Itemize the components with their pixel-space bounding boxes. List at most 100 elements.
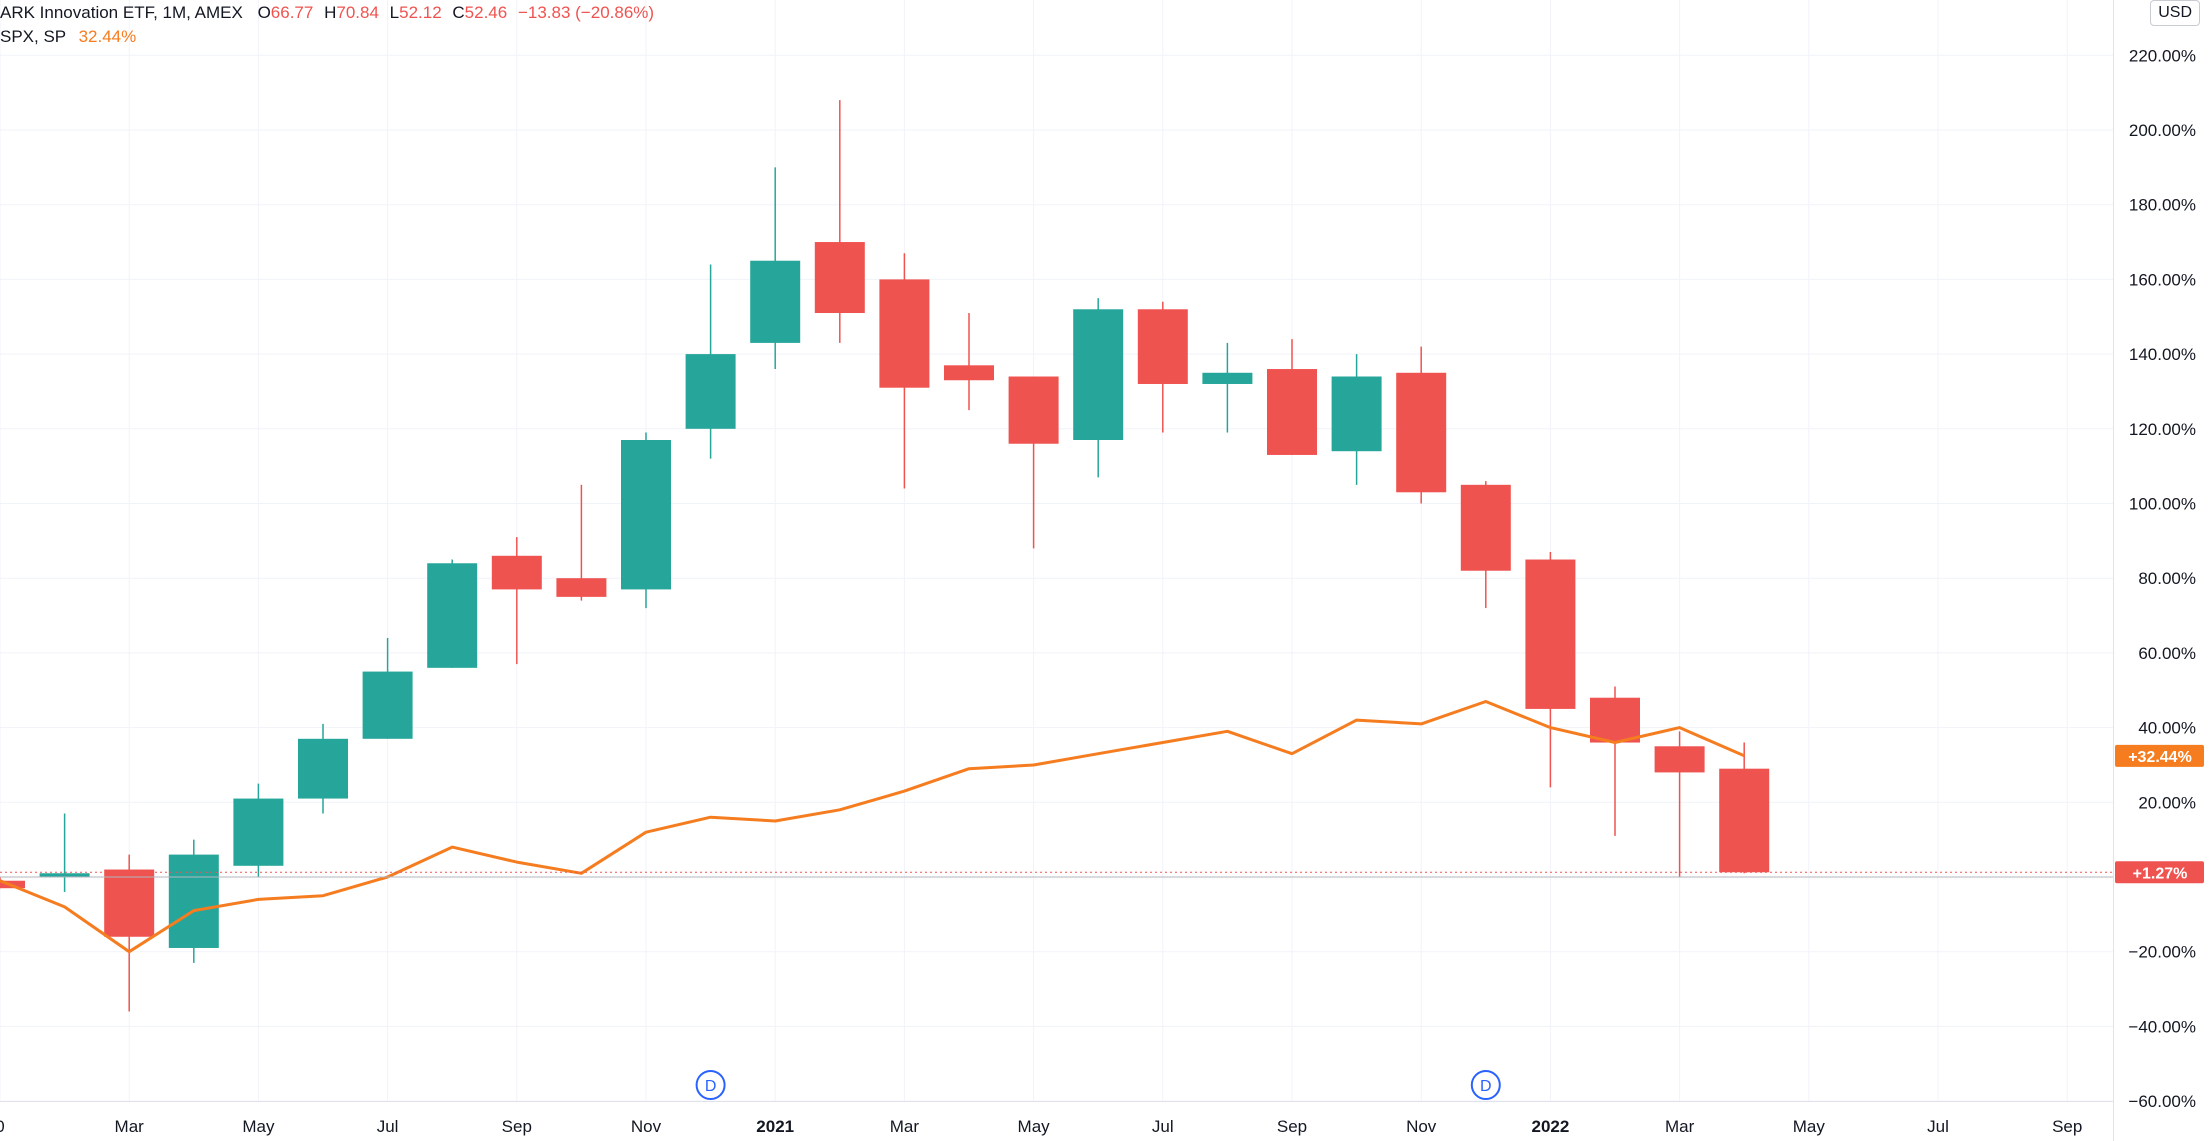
- candle[interactable]: [1654, 731, 1705, 877]
- candle-body[interactable]: [104, 869, 155, 937]
- y-tick-label: −40.00%: [2128, 1017, 2196, 1036]
- candle-body[interactable]: [1460, 484, 1511, 571]
- spx-last-label-box: [2115, 744, 2204, 767]
- candle-body[interactable]: [621, 440, 671, 590]
- x-tick-label: Sep: [2052, 1117, 2082, 1136]
- legend-compare-value: 32.44%: [79, 27, 137, 46]
- candle[interactable]: [491, 537, 542, 665]
- time-axis[interactable]: 0 Mar May Jul Sep Nov 2021 Mar May Jul Sep Nov 2022 M…: [0, 1117, 2082, 1136]
- candle-body[interactable]: [1137, 309, 1188, 384]
- spx-line[interactable]: [0, 700, 1745, 954]
- y-tick-label: 220.00%: [2129, 46, 2196, 65]
- candle-body[interactable]: [1396, 372, 1447, 493]
- dividend-marker[interactable]: D: [695, 1070, 726, 1100]
- candle-body[interactable]: [233, 798, 284, 866]
- y-tick-label: 80.00%: [2138, 569, 2196, 588]
- legend-open-label: O: [258, 3, 271, 22]
- legend-main[interactable]: ARK Innovation ETF, 1M, AMEX O66.77 H70.…: [0, 3, 654, 22]
- candle[interactable]: [1525, 552, 1576, 788]
- candle-body[interactable]: [427, 563, 478, 668]
- candle[interactable]: [1202, 342, 1253, 433]
- candle-body[interactable]: [1654, 746, 1705, 773]
- currency-button[interactable]: USD: [2150, 0, 2200, 26]
- y-tick-label: 120.00%: [2129, 420, 2196, 439]
- candle-body[interactable]: [1008, 376, 1059, 444]
- y-tick-label: 180.00%: [2129, 196, 2196, 215]
- candle-body[interactable]: [1267, 369, 1317, 455]
- candle-body[interactable]: [1719, 768, 1770, 873]
- candle[interactable]: [1396, 346, 1447, 504]
- y-tick-label: 200.00%: [2129, 121, 2196, 140]
- candle-body[interactable]: [168, 854, 219, 948]
- x-tick-label: Sep: [502, 1117, 532, 1136]
- legend-close-label: C: [452, 3, 464, 22]
- candle-body[interactable]: [1590, 697, 1640, 743]
- candle[interactable]: [944, 313, 994, 411]
- candle-body[interactable]: [814, 242, 865, 314]
- spx-last-label-text: +32.44%: [2128, 749, 2192, 766]
- candle-body[interactable]: [362, 671, 413, 739]
- candle-body[interactable]: [39, 873, 90, 877]
- candle[interactable]: [1719, 742, 1770, 874]
- candle-body[interactable]: [1073, 309, 1124, 441]
- candle[interactable]: [1073, 298, 1124, 478]
- candle[interactable]: [298, 723, 348, 814]
- candle-body[interactable]: [750, 260, 801, 343]
- legend-symbol-name: ARK Innovation ETF, 1M, AMEX: [0, 3, 243, 22]
- candle-body[interactable]: [1525, 559, 1576, 709]
- candle[interactable]: [556, 484, 607, 601]
- legend-compare[interactable]: SPX, SP 32.44%: [0, 27, 136, 46]
- dividend-marker[interactable]: D: [1470, 1070, 1501, 1100]
- candlestick-series[interactable]: [0, 100, 1770, 1012]
- legend-low-value: 52.12: [399, 3, 442, 22]
- candle[interactable]: [879, 253, 930, 489]
- candle[interactable]: [168, 839, 219, 963]
- candle-body[interactable]: [685, 354, 736, 429]
- x-tick-label: 0: [0, 1117, 5, 1136]
- candle[interactable]: [39, 813, 90, 892]
- candle[interactable]: [621, 432, 671, 609]
- dividend-circle[interactable]: [1470, 1070, 1501, 1100]
- candle[interactable]: [427, 559, 478, 668]
- legend-compare-name: SPX, SP: [0, 27, 66, 46]
- candle[interactable]: [1008, 376, 1059, 549]
- candle[interactable]: [1137, 301, 1188, 433]
- candle[interactable]: [1331, 354, 1382, 485]
- y-tick-label: 40.00%: [2138, 719, 2196, 738]
- candle[interactable]: [1460, 481, 1511, 609]
- y-tick-label: 140.00%: [2129, 345, 2196, 364]
- x-tick-label: Nov: [631, 1117, 662, 1136]
- x-tick-label: May: [1018, 1117, 1051, 1136]
- candle-body[interactable]: [556, 578, 607, 597]
- last-value-lines: [0, 871, 2113, 878]
- arkk-last-label-box: [2115, 861, 2204, 884]
- x-tick-label: Nov: [1406, 1117, 1437, 1136]
- candle[interactable]: [233, 783, 284, 877]
- y-tick-label: 160.00%: [2129, 270, 2196, 289]
- candle[interactable]: [685, 264, 736, 459]
- candle-body[interactable]: [298, 738, 348, 799]
- compare-line-series[interactable]: [0, 700, 1745, 954]
- candle-body[interactable]: [879, 279, 930, 388]
- legend-open-value: 66.77: [271, 3, 314, 22]
- dividend-circle[interactable]: [695, 1070, 726, 1100]
- legend-close-value: 52.46: [465, 3, 508, 22]
- candle[interactable]: [104, 854, 155, 1012]
- candle[interactable]: [1267, 339, 1317, 455]
- candle[interactable]: [750, 167, 801, 370]
- y-tick-label: −60.00%: [2128, 1092, 2196, 1111]
- candle[interactable]: [362, 637, 413, 739]
- candle-body[interactable]: [1202, 372, 1253, 384]
- price-axis[interactable]: 220.00% 200.00% 180.00% 160.00% 140.00% 120.0…: [2128, 46, 2196, 1111]
- candle[interactable]: [814, 100, 865, 343]
- legend-high-label: H: [324, 3, 336, 22]
- candle[interactable]: [1590, 686, 1640, 836]
- candle-body[interactable]: [944, 365, 994, 381]
- x-tick-label: Jul: [1152, 1117, 1174, 1136]
- dividend-label: D: [705, 1078, 717, 1095]
- candle-body[interactable]: [1331, 376, 1382, 452]
- candle-body[interactable]: [491, 555, 542, 590]
